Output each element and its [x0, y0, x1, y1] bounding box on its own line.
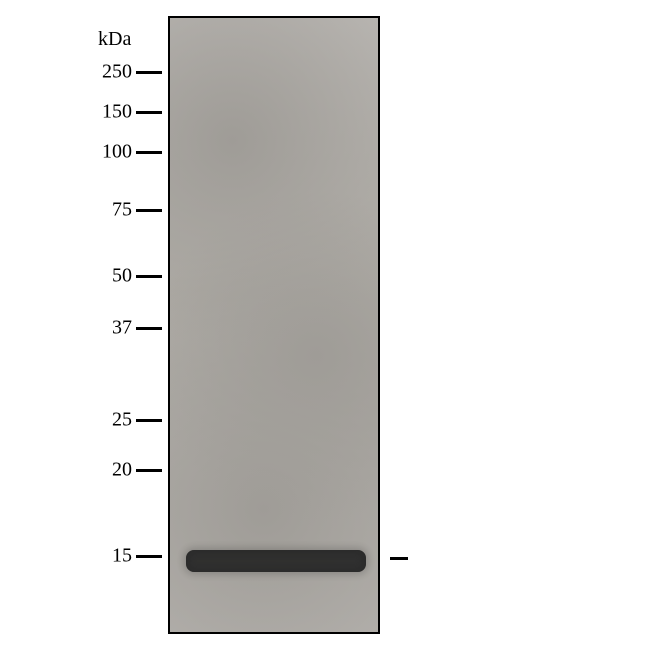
- sample-lane: [180, 18, 372, 632]
- ladder-tick: [136, 419, 162, 422]
- ladder-label: 25: [112, 409, 132, 432]
- ladder-tick: [136, 209, 162, 212]
- ladder-label: 20: [112, 459, 132, 482]
- ladder-tick: [136, 275, 162, 278]
- ladder-tick: [136, 555, 162, 558]
- ladder-tick: [136, 327, 162, 330]
- protein-band: [186, 550, 366, 572]
- ladder-label: 75: [112, 199, 132, 222]
- target-band-indicator: [390, 557, 408, 560]
- western-blot-figure: kDa 250 150 100 75 50 37 25 20 15: [0, 0, 650, 650]
- ladder-tick: [136, 71, 162, 74]
- axis-unit-label: kDa: [98, 28, 131, 51]
- ladder-tick: [136, 111, 162, 114]
- ladder-tick: [136, 469, 162, 472]
- ladder-label: 15: [112, 545, 132, 568]
- ladder-label: 37: [112, 317, 132, 340]
- blot-membrane: [168, 16, 380, 634]
- ladder-label: 50: [112, 265, 132, 288]
- ladder-label: 150: [102, 101, 132, 124]
- ladder-label: 250: [102, 61, 132, 84]
- ladder-tick: [136, 151, 162, 154]
- ladder-label: 100: [102, 141, 132, 164]
